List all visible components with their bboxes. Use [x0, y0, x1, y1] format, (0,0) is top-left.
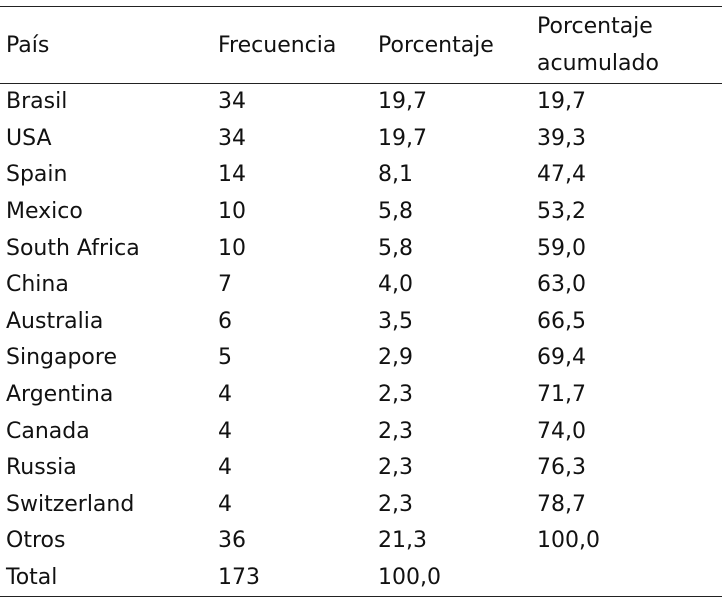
table-row: Argentina 4 2,3 71,7	[0, 377, 722, 414]
cell-country: South Africa	[6, 235, 140, 261]
cell-cumulative: 63,0	[537, 272, 586, 298]
cell-frequency: 34	[218, 89, 246, 115]
cell-cumulative: 69,4	[537, 345, 586, 371]
frequency-table-container: País Frecuencia Porcentaje Porcentaje ac…	[0, 6, 722, 597]
cell-frequency: 5	[218, 345, 232, 371]
cell-frequency: 34	[218, 125, 246, 151]
cell-percentage: 3,5	[378, 308, 413, 334]
cell-cumulative	[531, 560, 722, 597]
cell-percentage: 100,0	[378, 565, 441, 591]
cell-frequency: 14	[218, 162, 246, 188]
cell-frequency: 6	[218, 308, 232, 334]
cell-cumulative: 76,3	[537, 455, 586, 481]
cell-country: Brasil	[6, 89, 68, 115]
cell-cumulative: 19,7	[537, 89, 586, 115]
cell-percentage: 2,3	[378, 455, 413, 481]
table-body: Brasil 34 19,7 19,7 USA 34 19,7 39,3 Spa…	[0, 84, 722, 597]
table-row: Switzerland 4 2,3 78,7	[0, 487, 722, 524]
cell-frequency: 7	[218, 272, 232, 298]
cell-percentage: 2,3	[378, 418, 413, 444]
cell-percentage: 21,3	[378, 528, 427, 554]
table-row: South Africa 10 5,8 59,0	[0, 230, 722, 267]
cell-country: USA	[6, 125, 52, 151]
cell-frequency: 10	[218, 235, 246, 261]
cell-frequency: 36	[218, 528, 246, 554]
header-percentage: Porcentaje	[378, 32, 494, 58]
table-row: Otros 36 21,3 100,0	[0, 523, 722, 560]
cell-cumulative: 66,5	[537, 308, 586, 334]
cell-percentage: 5,8	[378, 199, 413, 225]
cell-cumulative: 59,0	[537, 235, 586, 261]
cell-country: Switzerland	[6, 491, 135, 517]
cell-country: China	[6, 272, 69, 298]
frequency-table: País Frecuencia Porcentaje Porcentaje ac…	[0, 6, 722, 597]
header-country: País	[6, 32, 50, 58]
cell-country: Argentina	[6, 382, 114, 408]
cell-frequency: 173	[218, 565, 260, 591]
cell-percentage: 4,0	[378, 272, 413, 298]
cell-country: Canada	[6, 418, 90, 444]
cell-country: Australia	[6, 308, 104, 334]
table-row: Canada 4 2,3 74,0	[0, 413, 722, 450]
cell-cumulative: 39,3	[537, 125, 586, 151]
header-frequency: Frecuencia	[218, 32, 337, 58]
cell-country: Singapore	[6, 345, 117, 371]
cell-percentage: 2,3	[378, 382, 413, 408]
header-row: País Frecuencia Porcentaje Porcentaje ac…	[0, 6, 722, 84]
cell-frequency: 4	[218, 455, 232, 481]
cell-cumulative: 78,7	[537, 491, 586, 517]
cell-country: Mexico	[6, 199, 83, 225]
cell-cumulative: 47,4	[537, 162, 586, 188]
header-cumulative-percentage: Porcentaje acumulado	[537, 14, 659, 76]
table-row: China 7 4,0 63,0	[0, 267, 722, 304]
cell-frequency: 4	[218, 491, 232, 517]
cell-cumulative: 53,2	[537, 199, 586, 225]
cell-frequency: 4	[218, 418, 232, 444]
cell-cumulative: 100,0	[537, 528, 600, 554]
cell-country: Total	[6, 565, 58, 591]
cell-percentage: 2,9	[378, 345, 413, 371]
total-row: Total 173 100,0	[0, 560, 722, 597]
table-row: USA 34 19,7 39,3	[0, 121, 722, 158]
cell-country: Spain	[6, 162, 68, 188]
table-row: Spain 14 8,1 47,4	[0, 157, 722, 194]
cell-frequency: 4	[218, 382, 232, 408]
table-row: Russia 4 2,3 76,3	[0, 450, 722, 487]
cell-cumulative: 74,0	[537, 418, 586, 444]
cell-percentage: 8,1	[378, 162, 413, 188]
cell-percentage: 19,7	[378, 125, 427, 151]
cell-country: Otros	[6, 528, 66, 554]
table-row: Singapore 5 2,9 69,4	[0, 340, 722, 377]
cell-cumulative: 71,7	[537, 382, 586, 408]
cell-percentage: 2,3	[378, 491, 413, 517]
cell-percentage: 5,8	[378, 235, 413, 261]
cell-frequency: 10	[218, 199, 246, 225]
table-row: Mexico 10 5,8 53,2	[0, 194, 722, 231]
table-header: País Frecuencia Porcentaje Porcentaje ac…	[0, 6, 722, 84]
cell-percentage: 19,7	[378, 89, 427, 115]
cell-country: Russia	[6, 455, 77, 481]
table-row: Brasil 34 19,7 19,7	[0, 84, 722, 121]
table-row: Australia 6 3,5 66,5	[0, 304, 722, 341]
